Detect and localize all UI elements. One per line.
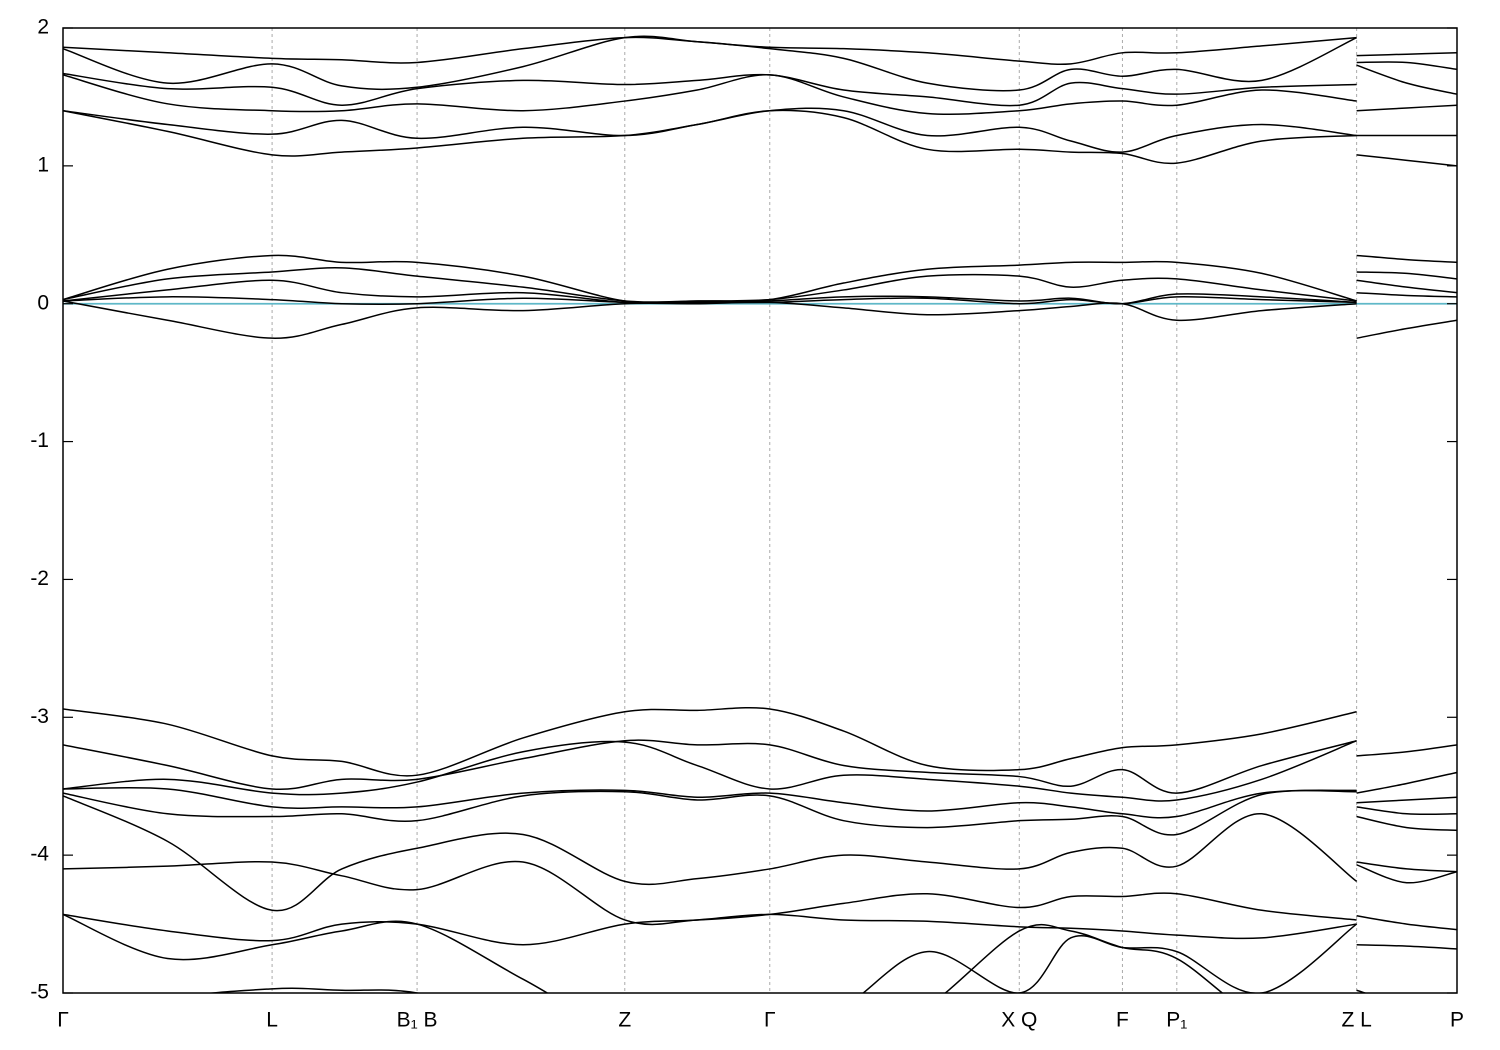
x-tick-label: P₁ [1166,1009,1187,1032]
band-line [63,300,1457,339]
bands [63,35,1457,993]
y-tick-label: 1 [37,153,49,176]
x-tick-label: F [1116,1009,1129,1032]
x-tick-label: P [1450,1009,1464,1032]
y-tick-label: 2 [37,16,49,39]
grid [62,28,1458,993]
y-tick-label: -3 [30,705,49,728]
y-tick-label: -5 [30,981,49,1004]
band-line [63,740,1457,804]
band-line [63,267,1457,303]
band-line [63,706,1457,777]
band-line [63,860,1457,926]
band-line [63,795,1457,912]
band-line [63,913,1457,946]
x-tick-label: Γ [57,1009,69,1032]
band-line [63,74,1457,115]
band-line [63,64,1457,107]
band-line [63,913,1457,993]
band-line [63,789,1457,836]
x-tick-label: Z [618,1009,631,1032]
band-line [63,739,1457,794]
x-tick-label: Γ [764,1009,776,1032]
y-tick-label: 0 [37,291,49,314]
y-tick-label: -1 [30,429,49,452]
x-tick-label: B₁ B [397,1009,438,1032]
x-tick-label: Z L [1341,1009,1371,1032]
band-line [63,109,1457,167]
band-line [206,923,1368,993]
y-tick-label: -2 [30,567,49,590]
x-tick-label: L [266,1009,278,1032]
labels: -5 -4 -3 -2 -1 0 1 2 Γ L B₁ B Z Γ X Q F P₁ Z L P [30,16,1464,1032]
band-line [63,35,1457,92]
band-line [63,786,1457,819]
y-tick-label: -4 [30,843,49,866]
x-tick-label: X Q [1001,1009,1037,1032]
plot-frame [62,27,1458,994]
